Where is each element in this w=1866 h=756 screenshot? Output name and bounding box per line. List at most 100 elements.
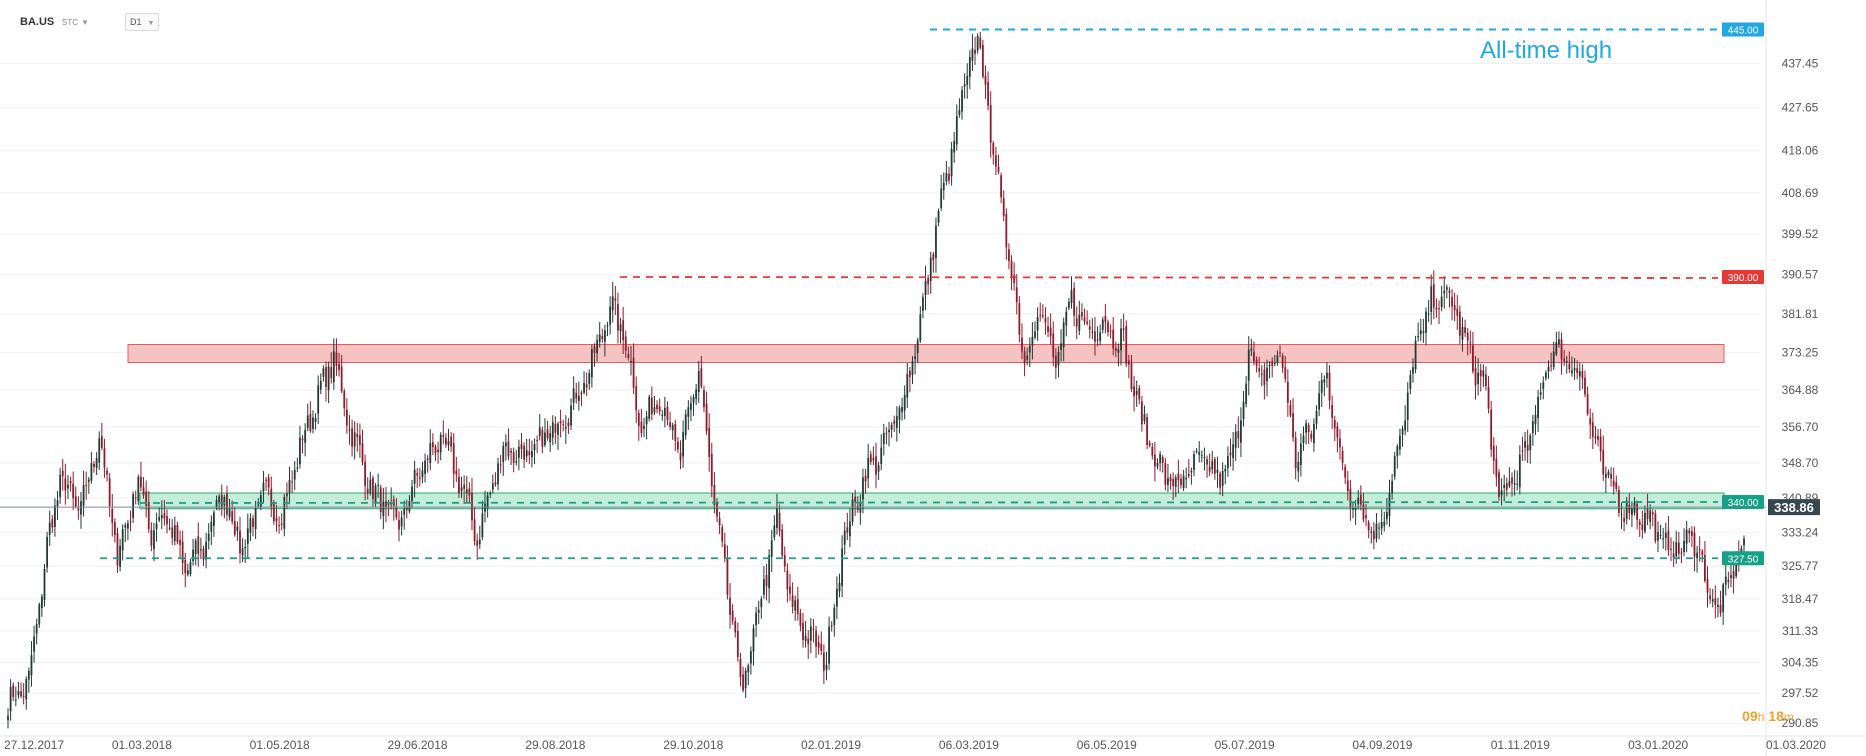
candle bbox=[413, 460, 416, 498]
candle bbox=[173, 516, 176, 546]
candle bbox=[1513, 469, 1516, 496]
resistance-zone[interactable] bbox=[127, 344, 1725, 363]
candle bbox=[617, 292, 619, 344]
candle bbox=[1276, 350, 1279, 366]
candle bbox=[1336, 422, 1339, 453]
candle bbox=[1026, 347, 1029, 366]
candle bbox=[1284, 355, 1287, 383]
candle bbox=[742, 666, 744, 693]
x-tick-label: 06.03.2019 bbox=[939, 738, 999, 752]
candle bbox=[663, 396, 666, 428]
candle bbox=[1039, 302, 1042, 322]
candle bbox=[1706, 566, 1709, 608]
candle bbox=[1693, 526, 1696, 572]
candle bbox=[241, 538, 244, 563]
candle bbox=[1310, 430, 1313, 442]
candle bbox=[325, 361, 327, 402]
candle bbox=[160, 500, 163, 529]
candle bbox=[768, 549, 771, 604]
candle bbox=[875, 442, 877, 489]
candle bbox=[1036, 307, 1039, 341]
candle bbox=[458, 468, 460, 498]
candle bbox=[163, 500, 166, 526]
candle bbox=[588, 369, 591, 391]
candle bbox=[1435, 298, 1438, 318]
candle bbox=[1021, 323, 1023, 360]
candle bbox=[1083, 308, 1086, 326]
candle bbox=[9, 679, 12, 721]
candle bbox=[1135, 380, 1138, 407]
candle bbox=[1344, 464, 1347, 485]
candle bbox=[1078, 300, 1081, 336]
candle bbox=[1159, 451, 1162, 472]
candle bbox=[619, 317, 622, 344]
candle bbox=[1427, 300, 1430, 322]
candle bbox=[507, 428, 510, 461]
candle bbox=[351, 419, 353, 457]
candle bbox=[987, 71, 989, 111]
candle bbox=[460, 476, 463, 498]
candle bbox=[30, 641, 33, 687]
candle bbox=[40, 593, 43, 617]
candle bbox=[760, 596, 763, 619]
candle bbox=[1670, 537, 1672, 562]
resistance-line[interactable] bbox=[619, 276, 1719, 279]
y-tick-label: 399.52 bbox=[1782, 227, 1819, 241]
candle bbox=[849, 508, 851, 548]
support-zone[interactable] bbox=[139, 492, 1725, 510]
candle bbox=[1198, 441, 1201, 463]
candle bbox=[1299, 433, 1302, 477]
instrument-type-dropdown[interactable]: STC ▼ bbox=[62, 18, 89, 27]
candle bbox=[369, 471, 372, 496]
candle bbox=[1320, 372, 1323, 407]
candle bbox=[846, 512, 849, 540]
candle bbox=[601, 328, 604, 344]
candle bbox=[137, 474, 140, 505]
candle bbox=[1250, 338, 1253, 356]
candle bbox=[1065, 306, 1068, 337]
candle bbox=[1226, 446, 1229, 477]
candle bbox=[33, 625, 35, 663]
candle bbox=[246, 513, 249, 558]
candle bbox=[1490, 401, 1493, 457]
candle bbox=[590, 344, 593, 388]
candle bbox=[1117, 343, 1120, 367]
candle bbox=[233, 506, 236, 537]
candle bbox=[739, 652, 742, 687]
candle bbox=[98, 431, 101, 470]
candle bbox=[1206, 455, 1208, 478]
candle bbox=[645, 411, 648, 440]
candle bbox=[575, 382, 578, 404]
candle bbox=[1581, 364, 1584, 390]
y-tick-label: 311.33 bbox=[1782, 624, 1818, 638]
candle bbox=[1109, 324, 1112, 339]
instrument-type-label: STC bbox=[62, 18, 78, 27]
ath-tag: 445.00 bbox=[1722, 22, 1764, 37]
candle bbox=[207, 523, 210, 550]
candle bbox=[1028, 337, 1031, 368]
candle bbox=[559, 409, 562, 438]
candle bbox=[877, 461, 880, 480]
candle bbox=[817, 635, 820, 655]
x-tick-label: 04.09.2019 bbox=[1352, 738, 1412, 752]
candle bbox=[1599, 428, 1602, 462]
candle bbox=[1305, 419, 1307, 445]
timeframe-dropdown[interactable]: D1 ▼ bbox=[125, 13, 160, 31]
candle bbox=[1406, 382, 1409, 432]
candle bbox=[1651, 509, 1654, 527]
candle bbox=[966, 63, 969, 99]
chevron-down-icon: ▼ bbox=[147, 20, 155, 27]
candle bbox=[77, 496, 80, 520]
candle bbox=[731, 604, 734, 625]
candle bbox=[1445, 284, 1448, 299]
candle bbox=[1724, 562, 1727, 596]
candle bbox=[1161, 455, 1164, 473]
candle bbox=[1443, 276, 1446, 309]
last-price-tag: 338.86 bbox=[1768, 499, 1820, 516]
candle bbox=[630, 345, 632, 376]
support-line[interactable] bbox=[139, 501, 1719, 504]
candle bbox=[757, 600, 760, 625]
candle bbox=[452, 433, 455, 489]
candle bbox=[908, 366, 911, 393]
